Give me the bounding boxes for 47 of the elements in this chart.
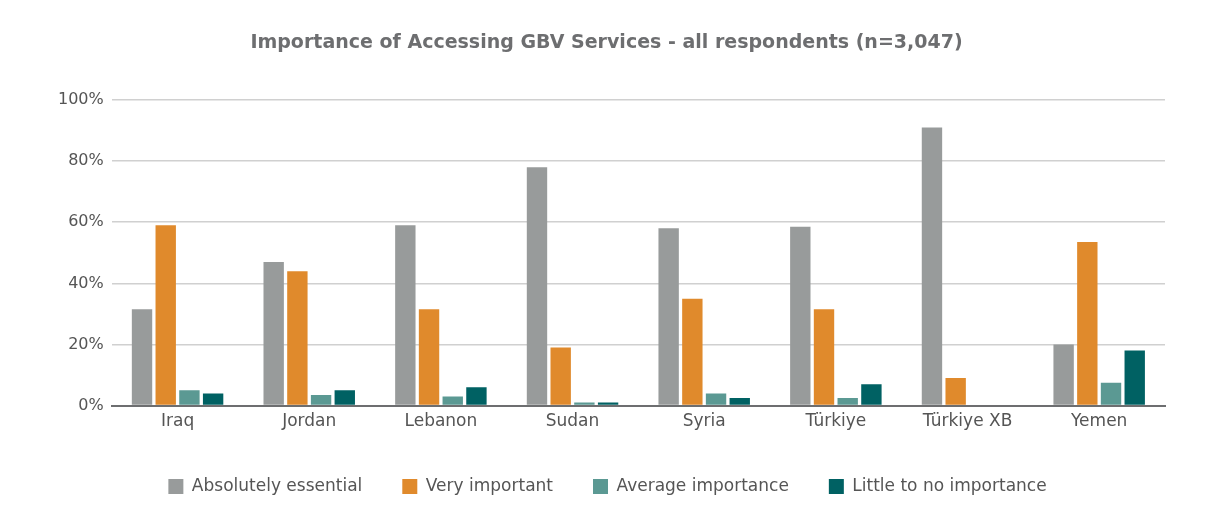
bar	[334, 390, 355, 405]
x-tick-label: Türkiye	[804, 410, 867, 431]
bar	[837, 397, 858, 405]
x-tick-label: Lebanon	[404, 410, 478, 431]
y-tick-label: 60%	[68, 211, 104, 231]
y-tick-label: 100%	[57, 89, 104, 109]
bar	[729, 397, 750, 405]
bar	[861, 384, 882, 405]
bar	[921, 127, 943, 405]
y-tick-label: 0%	[78, 394, 104, 414]
bar	[263, 261, 284, 405]
bar	[179, 390, 200, 405]
bar	[945, 378, 966, 405]
bar	[550, 347, 571, 405]
bar	[705, 393, 727, 405]
x-tick-label: Syria	[682, 410, 726, 431]
bar	[658, 228, 679, 405]
x-tick-label: Sudan	[545, 410, 600, 431]
bar	[155, 225, 176, 405]
bar	[813, 309, 835, 405]
y-tick-label: 80%	[68, 150, 104, 170]
x-tick-label: Yemen	[1069, 410, 1128, 431]
legend-label: Little to no importance	[852, 474, 1047, 495]
x-tick-label: Türkiye XB	[921, 410, 1013, 431]
bar	[466, 387, 487, 405]
bar	[131, 309, 153, 405]
x-tick-label: Jordan	[281, 410, 337, 431]
legend-label: Absolutely essential	[191, 474, 363, 495]
legend-label: Average importance	[616, 474, 789, 495]
chart-title: Importance of Accessing GBV Services - all respondents (n=3,047)	[249, 30, 964, 52]
bar	[395, 225, 416, 405]
y-tick-label: 40%	[68, 272, 104, 292]
y-tick-label: 20%	[68, 333, 104, 353]
bar	[1100, 382, 1122, 405]
bar	[526, 167, 548, 405]
bar	[310, 394, 332, 405]
bar	[418, 309, 440, 405]
bar	[202, 393, 224, 405]
bar	[790, 226, 811, 405]
bar	[1053, 344, 1074, 405]
bar	[287, 271, 308, 405]
x-tick-label: Iraq	[160, 410, 195, 431]
bar	[442, 396, 463, 405]
legend-label: Very important	[425, 474, 554, 495]
bar	[682, 298, 703, 405]
bar	[1124, 350, 1145, 405]
bar	[1077, 242, 1098, 405]
